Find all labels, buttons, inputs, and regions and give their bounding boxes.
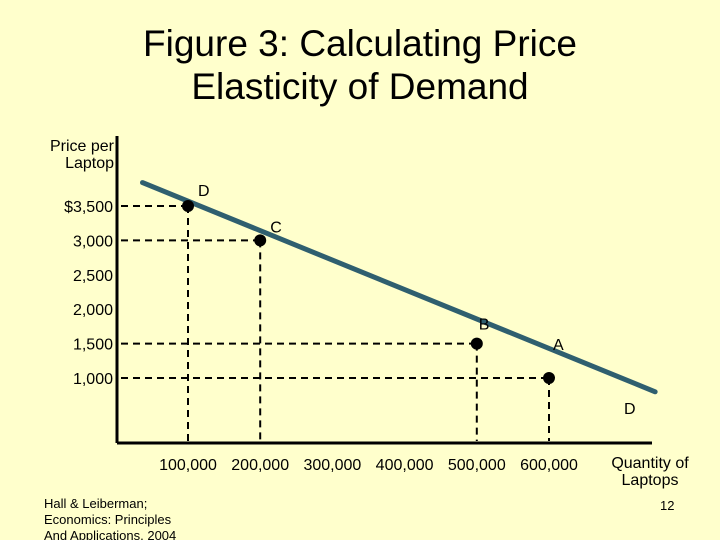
- chart-title-line-1: Figure 3: Calculating Price: [143, 23, 577, 64]
- x-axis-label: Quantity of Laptops: [596, 455, 704, 489]
- x-tick-label-4: 500,000: [448, 457, 506, 474]
- y-axis-label-line-2: Laptop: [65, 155, 114, 172]
- credit-line-3: And Applications, 2004: [44, 528, 177, 540]
- point-a: [543, 372, 555, 384]
- x-tick-label-1: 200,000: [231, 457, 289, 474]
- x-axis-label-line-1: Quantity of: [611, 455, 689, 472]
- y-axis-label-line-1: Price per: [49, 138, 114, 155]
- y-tick-label-2: 2,500: [73, 268, 113, 285]
- point-d: [182, 200, 194, 212]
- x-axis-label-line-2: Laptops: [621, 472, 679, 489]
- credit-line-2: Economics: Principles: [44, 512, 172, 527]
- chart-title: Figure 3: Calculating Price Elasticity o…: [0, 22, 720, 108]
- y-tick-label-4: 1,500: [73, 337, 113, 354]
- y-tick-label-3: 2,000: [73, 302, 113, 319]
- x-tick-label-5: 600,000: [520, 457, 578, 474]
- y-tick-label-1: 3,000: [73, 233, 113, 250]
- point-label-b: B: [479, 317, 490, 334]
- y-axis-label: Price per Laptop: [22, 138, 114, 172]
- chart-title-line-2: Elasticity of Demand: [191, 66, 529, 107]
- x-tick-label-3: 400,000: [376, 457, 434, 474]
- point-c: [254, 234, 267, 247]
- y-tick-label-0: $3,500: [64, 199, 113, 216]
- point-b: [470, 337, 483, 350]
- source-credit: Hall & Leiberman; Economics: Principles …: [44, 496, 244, 540]
- demand-curve: [140, 180, 658, 395]
- credit-line-1: Hall & Leiberman;: [44, 496, 148, 511]
- x-tick-label-2: 300,000: [303, 457, 361, 474]
- point-label-d: D: [198, 183, 210, 200]
- point-label-c: C: [270, 219, 282, 236]
- x-tick-label-0: 100,000: [159, 457, 217, 474]
- y-tick-label-5: 1,000: [73, 371, 113, 388]
- page-number: 12: [660, 498, 675, 513]
- point-label-a: A: [553, 337, 564, 354]
- curve-end-label: D: [624, 401, 636, 418]
